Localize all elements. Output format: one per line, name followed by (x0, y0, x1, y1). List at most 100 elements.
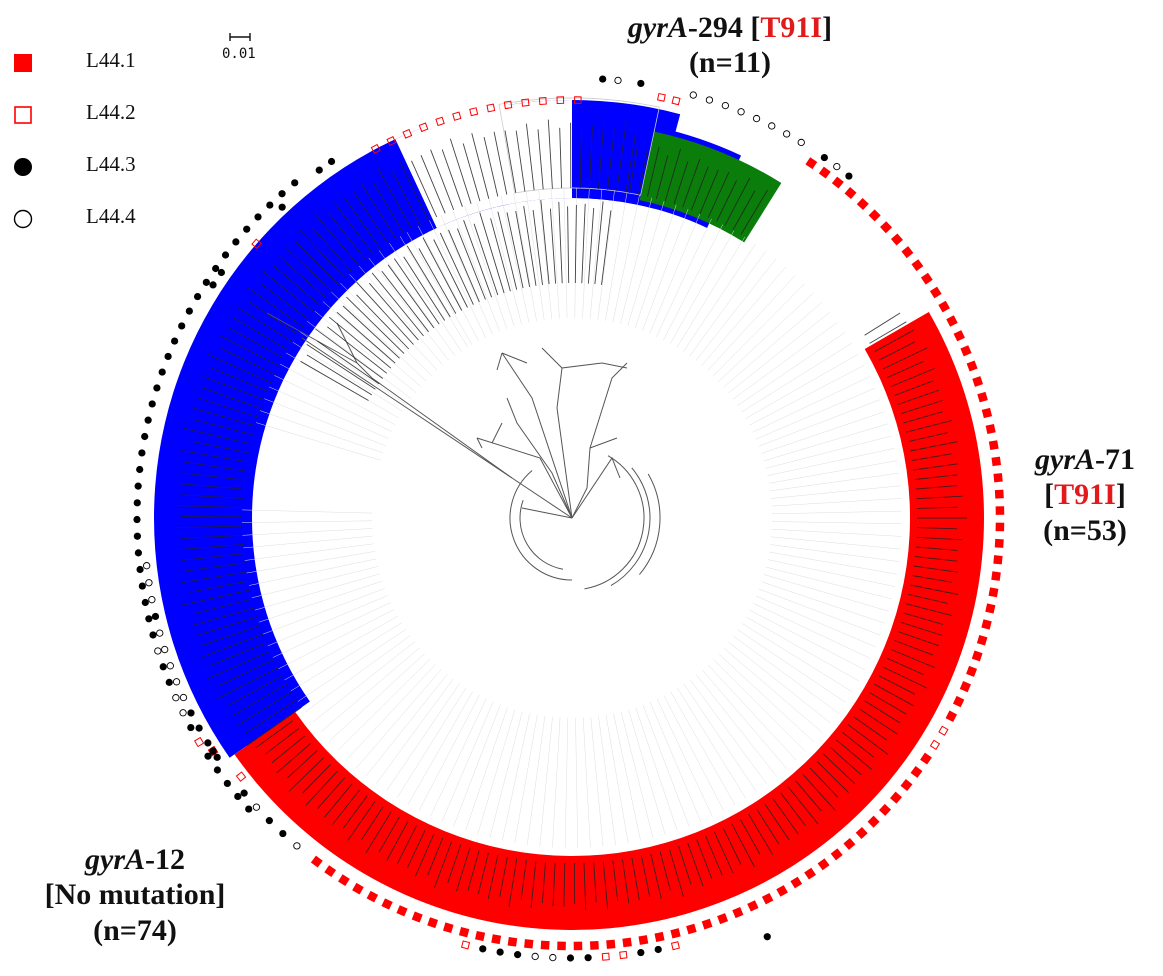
marker-l44-3 (133, 515, 141, 524)
marker-l44-1 (952, 695, 965, 708)
clade-sector-green (639, 131, 782, 243)
marker-l44-2 (486, 103, 496, 113)
mutation-label: T91I (1054, 478, 1116, 512)
marker-l44-1 (976, 634, 988, 646)
marker-l44-2 (193, 736, 205, 748)
marker-l44-3 (327, 157, 336, 166)
marker-l44-3 (279, 829, 287, 838)
marker-l44-1 (985, 603, 996, 614)
marker-l44-3 (654, 945, 662, 954)
gene-name: gyrA (85, 843, 145, 876)
branch-arc-right3 (639, 473, 661, 575)
marker-l44-3 (164, 352, 172, 361)
marker-l44-2 (452, 111, 462, 121)
branch-left-upper (506, 397, 573, 519)
marker-l44-1 (638, 935, 649, 945)
marker-l44-1 (324, 865, 337, 878)
marker-l44-2 (435, 116, 445, 127)
marker-l44-1 (991, 456, 1002, 467)
marker-l44-1 (972, 376, 984, 387)
marker-l44-1 (988, 440, 999, 451)
marker-l44-1 (776, 885, 788, 897)
marker-l44-3 (133, 499, 141, 507)
marker-l44-1 (411, 911, 423, 923)
marker-l44-2 (418, 122, 429, 133)
branch-long-left (301, 337, 573, 519)
marker-l44-4 (156, 629, 164, 637)
marker-l44-1 (805, 157, 818, 170)
marker-l44-3 (133, 532, 141, 540)
marker-l44-3 (159, 663, 167, 671)
gene-name: gyrA (1035, 443, 1095, 476)
clade-sector-gap (395, 100, 572, 228)
marker-l44-1 (396, 905, 408, 917)
marker-l44-4 (172, 694, 180, 702)
clade-label-gyra-294: gyrA-294 [T91I] (n=11) (600, 10, 860, 81)
marker-l44-1 (475, 930, 486, 942)
marker-l44-4 (531, 952, 539, 961)
marker-l44-1 (945, 710, 958, 723)
branch-upper-mid (556, 362, 603, 519)
marker-l44-1 (981, 619, 992, 630)
marker-l44-1 (790, 876, 803, 889)
marker-l44-4 (166, 662, 174, 670)
marker-l44-3 (232, 238, 240, 246)
legend-label: L44.3 (86, 152, 136, 176)
clade-sector-red (234, 312, 985, 931)
branch-arc-inner2 (519, 500, 564, 570)
marker-l44-1 (622, 937, 632, 948)
filled-square-icon (14, 54, 32, 72)
marker-l44-3 (479, 945, 487, 953)
marker-l44-3 (566, 954, 575, 962)
marker-l44-1 (994, 489, 1004, 499)
marker-l44-3 (202, 278, 210, 286)
marker-l44-1 (966, 665, 978, 677)
marker-l44-1 (818, 166, 831, 179)
marker-l44-1 (670, 928, 681, 939)
gene-suffix: -294 (687, 11, 743, 44)
marker-l44-1 (804, 867, 816, 880)
marker-l44-1 (890, 233, 903, 246)
marker-l44-2 (556, 96, 565, 105)
marker-l44-3 (185, 307, 193, 315)
open-circle-icon (13, 209, 33, 229)
marker-l44-3 (223, 779, 231, 788)
branch-left-split (266, 312, 358, 364)
marker-l44-2 (601, 952, 610, 961)
marker-l44-3 (204, 752, 212, 760)
marker-l44-1 (830, 848, 843, 861)
gene-name: gyrA (627, 11, 688, 44)
clade-count: (n=11) (688, 46, 772, 80)
marker-l44-1 (988, 587, 999, 598)
marker-l44-3 (187, 709, 195, 717)
marker-l44-4 (293, 842, 301, 850)
branch-upper-left (501, 352, 573, 519)
marker-l44-1 (817, 858, 830, 871)
marker-l44-2 (235, 771, 247, 782)
gene-suffix: -12 (145, 843, 185, 876)
marker-l44-4 (689, 91, 697, 99)
leaf-lines (241, 187, 902, 848)
marker-l44-4 (614, 76, 622, 85)
marker-l44-3 (171, 337, 179, 345)
marker-l44-3 (599, 75, 607, 83)
marker-l44-1 (844, 187, 857, 200)
marker-l44-3 (212, 264, 220, 273)
marker-l44-3 (315, 166, 323, 174)
marker-l44-1 (717, 913, 729, 925)
clade-label-line: [T91I] (1044, 478, 1126, 512)
marker-l44-1 (732, 906, 744, 919)
marker-l44-1 (557, 941, 566, 951)
marker-l44-1 (879, 803, 892, 816)
marker-l44-3 (234, 792, 242, 801)
marker-l44-1 (929, 286, 942, 299)
marker-l44-4 (549, 953, 557, 962)
marker-l44-1 (977, 391, 988, 403)
marker-l44-3 (213, 753, 221, 761)
marker-l44-2 (574, 96, 582, 104)
marker-l44-1 (589, 940, 599, 950)
mutation-label: No mutation (54, 878, 216, 912)
marker-l44-2 (503, 100, 513, 110)
clade-count: (n=53) (1043, 513, 1127, 547)
marker-l44-3 (134, 482, 142, 490)
